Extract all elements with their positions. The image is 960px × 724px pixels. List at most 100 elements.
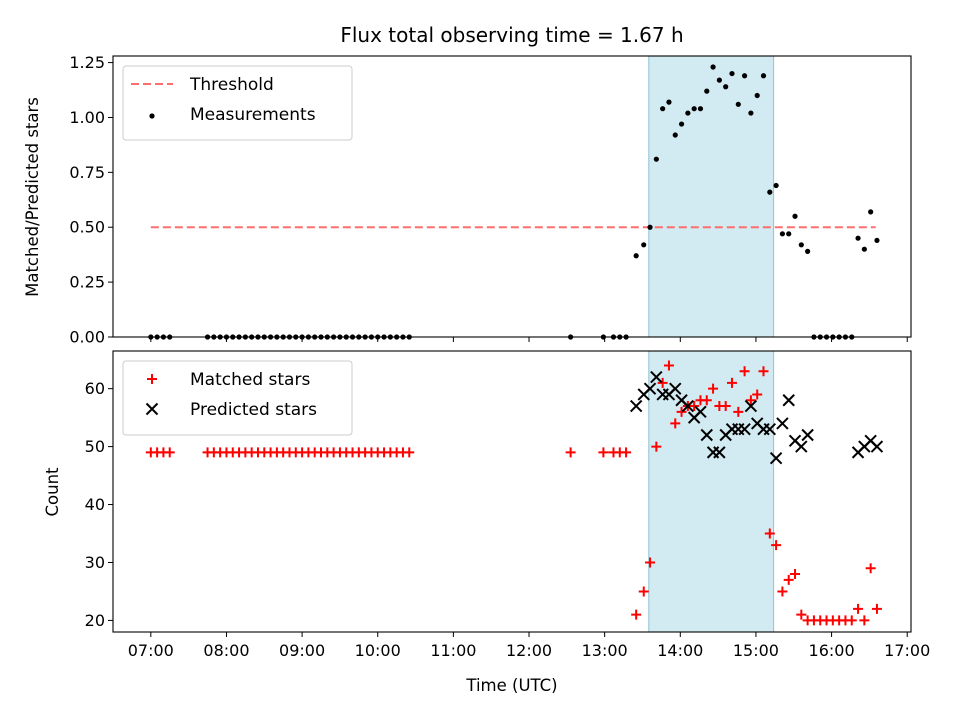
matched-stars-point bbox=[701, 395, 712, 406]
matched-stars-point bbox=[758, 366, 769, 377]
matched-stars-point bbox=[631, 609, 642, 620]
matched-stars-point bbox=[621, 447, 632, 458]
measurements-point bbox=[748, 110, 754, 116]
matched-stars-point bbox=[859, 615, 870, 626]
matched-stars-point bbox=[783, 574, 794, 585]
measurements-point bbox=[672, 132, 678, 138]
measurements-point bbox=[653, 156, 659, 162]
predicted-stars-point bbox=[643, 382, 657, 395]
measurements-point bbox=[779, 231, 786, 237]
matched-stars-point bbox=[846, 615, 857, 626]
measurements-point bbox=[861, 246, 867, 252]
measurements-point bbox=[633, 253, 639, 259]
matched-stars-point bbox=[790, 569, 801, 580]
matched-stars-point bbox=[651, 441, 662, 452]
legend-box bbox=[122, 65, 353, 141]
measurements-point bbox=[729, 70, 735, 77]
measurements-point bbox=[716, 77, 722, 83]
matched-stars-point bbox=[638, 586, 649, 597]
x-tick-label: 10:00 bbox=[355, 641, 401, 660]
matched-stars-point bbox=[777, 586, 788, 597]
measurements-point bbox=[868, 209, 874, 215]
legend-box bbox=[122, 360, 353, 436]
measurements-point bbox=[691, 106, 697, 112]
measurements-point bbox=[641, 242, 647, 248]
y-tick-label: 0.00 bbox=[69, 328, 105, 347]
matched-stars-point bbox=[598, 447, 609, 458]
y-tick-label: 0.50 bbox=[69, 218, 105, 237]
predicted-stars-point bbox=[744, 399, 758, 413]
predicted-stars-point bbox=[769, 451, 783, 465]
measurements-point bbox=[685, 110, 691, 116]
matched-stars-point bbox=[657, 377, 668, 388]
predicted-stars-point bbox=[795, 440, 808, 453]
matched-stars-point bbox=[739, 366, 750, 377]
observing-window bbox=[648, 55, 775, 338]
matched-stars-point bbox=[404, 447, 415, 458]
measurements-point bbox=[666, 99, 672, 105]
x-tick-label: 07:00 bbox=[128, 641, 174, 660]
x-tick-label: 13:00 bbox=[582, 641, 628, 660]
measurements-point bbox=[723, 84, 729, 90]
matched-stars-point bbox=[752, 389, 763, 400]
matched-stars-point bbox=[796, 609, 807, 620]
legend-marker-dot bbox=[149, 113, 155, 119]
predicted-stars-point bbox=[669, 382, 682, 395]
legend-label: Measurements bbox=[190, 105, 316, 125]
chart-title: Flux total observing time = 1.67 h bbox=[340, 23, 683, 47]
y-tick-label: 50 bbox=[85, 437, 105, 456]
matched-stars-point bbox=[565, 447, 576, 458]
x-tick-label: 09:00 bbox=[279, 641, 325, 660]
measurements-point bbox=[767, 189, 773, 195]
matched-stars-point bbox=[771, 540, 782, 551]
matched-stars-point bbox=[745, 395, 756, 406]
x-tick-label: 16:00 bbox=[809, 641, 855, 660]
measurements-point bbox=[735, 101, 741, 107]
y-tick-label: 0.75 bbox=[69, 163, 105, 182]
measurements-point bbox=[798, 242, 804, 248]
matched-stars-point bbox=[670, 418, 681, 429]
matched-stars-point bbox=[865, 563, 876, 574]
predicted-stars-point bbox=[713, 446, 726, 459]
measurements-point bbox=[704, 88, 710, 94]
axes-frame bbox=[112, 55, 912, 338]
top-y-axis-label: Matched/Predicted stars bbox=[23, 97, 42, 297]
measurements-point bbox=[786, 231, 792, 237]
matched-stars-point bbox=[663, 360, 674, 371]
measurements-point bbox=[647, 224, 653, 230]
predicted-stars-point bbox=[629, 399, 643, 413]
measurements-point bbox=[710, 64, 716, 70]
measurements-point bbox=[874, 237, 880, 244]
predicted-stars-point bbox=[681, 399, 695, 413]
measurements-point bbox=[697, 106, 704, 112]
y-tick-label: 30 bbox=[85, 553, 105, 572]
measurements-point bbox=[741, 73, 748, 79]
y-tick-label: 0.25 bbox=[69, 273, 105, 292]
predicted-stars-point bbox=[650, 370, 663, 384]
x-tick-label: 15:00 bbox=[733, 641, 779, 660]
measurements-point bbox=[792, 213, 798, 219]
measurements-point bbox=[855, 235, 861, 241]
legend-marker-x bbox=[145, 402, 159, 416]
bottom-y-axis-label: Count bbox=[43, 467, 62, 517]
measurements-point bbox=[773, 182, 779, 189]
y-tick-label: 1.25 bbox=[69, 53, 105, 72]
legend-label: Predicted stars bbox=[190, 400, 317, 420]
predicted-stars-point bbox=[738, 423, 751, 436]
predicted-stars-point bbox=[801, 428, 814, 442]
x-tick-label: 17:00 bbox=[884, 641, 930, 660]
y-tick-label: 40 bbox=[85, 495, 105, 514]
matched-stars-point bbox=[708, 383, 719, 394]
matched-stars-point bbox=[645, 557, 656, 568]
x-axis-label: Time (UTC) bbox=[465, 676, 557, 695]
predicted-stars-point bbox=[776, 417, 789, 430]
top-panel: 0.00 0.25 0.50 0.75 1.00 1.25 Threshold Measure… bbox=[69, 53, 912, 347]
x-tick-label: 12:00 bbox=[506, 641, 552, 660]
matched-stars-point bbox=[733, 406, 744, 417]
matched-stars-point bbox=[853, 603, 864, 614]
predicted-stars-point bbox=[763, 423, 777, 436]
y-tick-label: 60 bbox=[85, 379, 105, 398]
measurements-point bbox=[754, 92, 760, 99]
matched-stars-point bbox=[871, 603, 882, 614]
